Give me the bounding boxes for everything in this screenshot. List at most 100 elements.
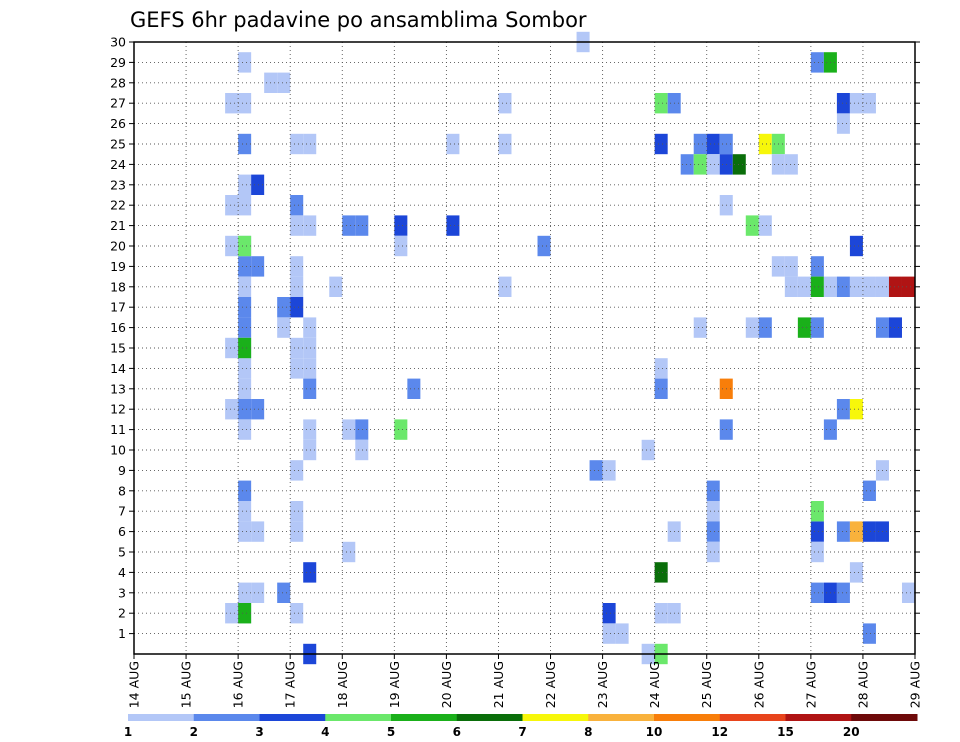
colorbar-label: 6 <box>453 725 461 739</box>
precip-cell <box>238 133 252 155</box>
y-tick-label: 20 <box>110 239 126 254</box>
precip-cell <box>654 378 668 399</box>
precip-cell <box>446 133 460 155</box>
precip-cell <box>836 113 850 134</box>
precip-cell <box>303 378 317 399</box>
precip-cell <box>238 501 252 522</box>
precip-cell <box>303 215 317 236</box>
colorbar-label: 10 <box>646 725 663 739</box>
precip-cell <box>836 582 850 603</box>
precip-cell <box>654 603 668 624</box>
precip-cell <box>238 276 252 297</box>
precip-cell <box>303 562 317 583</box>
x-tick-label: 16 AUG <box>231 661 246 708</box>
precip-cell <box>862 521 876 542</box>
precip-cell <box>706 154 720 175</box>
precip-cell <box>290 297 304 318</box>
y-tick-label: 13 <box>110 381 126 396</box>
precip-cell <box>290 256 304 277</box>
colorbar-swatch <box>588 714 655 721</box>
x-tick-label: 24 AUG <box>647 661 662 708</box>
precip-cell <box>888 276 902 297</box>
precip-cell <box>355 419 369 440</box>
precip-cell <box>849 562 863 583</box>
y-tick-label: 11 <box>110 422 126 437</box>
precip-cell <box>394 215 408 236</box>
y-tick-label: 17 <box>110 300 126 315</box>
colorbar-swatch <box>391 714 458 721</box>
precip-cell <box>238 52 252 73</box>
y-tick-label: 14 <box>110 361 126 376</box>
precip-cell <box>745 317 759 338</box>
precip-cell <box>225 337 239 359</box>
precip-cell <box>290 460 304 481</box>
y-tick-label: 18 <box>110 279 126 294</box>
x-tick-label: 26 AUG <box>751 661 766 708</box>
precip-cell <box>849 235 863 257</box>
precip-cell <box>693 317 707 338</box>
precip-cell <box>238 419 252 440</box>
precip-cell <box>602 603 616 624</box>
colorbar-label: 15 <box>777 725 794 739</box>
precip-cell <box>810 541 824 563</box>
precip-cell <box>277 297 291 318</box>
colorbar-label: 8 <box>584 725 592 739</box>
precip-cell <box>498 276 512 297</box>
precip-cell <box>784 154 798 175</box>
x-tick-label: 20 AUG <box>439 661 454 708</box>
precip-cell <box>290 133 304 155</box>
precip-cell <box>706 480 720 501</box>
precip-cell <box>810 276 824 297</box>
precip-cell <box>810 501 824 522</box>
colorbar-swatch <box>128 714 195 721</box>
precip-cell <box>836 93 850 114</box>
y-tick-label: 3 <box>118 585 126 600</box>
y-tick-label: 10 <box>110 443 126 458</box>
precip-cell <box>836 399 850 420</box>
precip-cell <box>901 582 915 603</box>
y-tick-label: 2 <box>118 606 126 621</box>
precip-cell <box>693 154 707 175</box>
precip-cell <box>498 133 512 155</box>
precip-cells <box>225 31 915 665</box>
precip-cell <box>797 276 811 297</box>
colorbar-label: 12 <box>711 725 728 739</box>
precip-cell <box>706 501 720 522</box>
precip-cell <box>706 541 720 563</box>
precip-cell <box>238 521 252 542</box>
precip-cell <box>238 358 252 379</box>
precip-cell <box>849 399 863 420</box>
precip-cell <box>654 133 668 155</box>
y-tick-label: 7 <box>118 504 126 519</box>
precip-cell <box>225 93 239 114</box>
x-tick-label: 29 AUG <box>908 661 923 708</box>
precip-cell <box>654 358 668 379</box>
precip-cell <box>342 419 356 440</box>
precip-cell <box>810 317 824 338</box>
precip-cell <box>277 317 291 338</box>
colorbar-label: 3 <box>255 725 263 739</box>
precip-cell <box>303 358 317 379</box>
x-tick-label: 17 AUG <box>283 661 298 708</box>
precip-cell <box>238 93 252 114</box>
y-tick-label: 24 <box>110 157 126 172</box>
precip-cell <box>407 378 421 399</box>
precip-cell <box>303 317 317 338</box>
precip-cell <box>238 603 252 624</box>
y-tick-label: 29 <box>110 55 126 70</box>
x-tick-label: 23 AUG <box>595 661 610 708</box>
precip-cell <box>251 399 265 420</box>
precip-cell <box>849 521 863 542</box>
precip-cell <box>290 603 304 624</box>
precip-cell <box>290 358 304 379</box>
colorbar-swatch <box>193 714 260 721</box>
precip-cell <box>849 276 863 297</box>
precip-cell <box>303 439 317 461</box>
precip-cell <box>277 582 291 603</box>
y-tick-label: 15 <box>110 341 126 356</box>
precip-cell <box>680 154 694 175</box>
precip-cell <box>758 317 772 338</box>
x-tick-label: 21 AUG <box>491 661 506 708</box>
precip-cell <box>251 174 265 195</box>
precip-cell <box>238 480 252 501</box>
